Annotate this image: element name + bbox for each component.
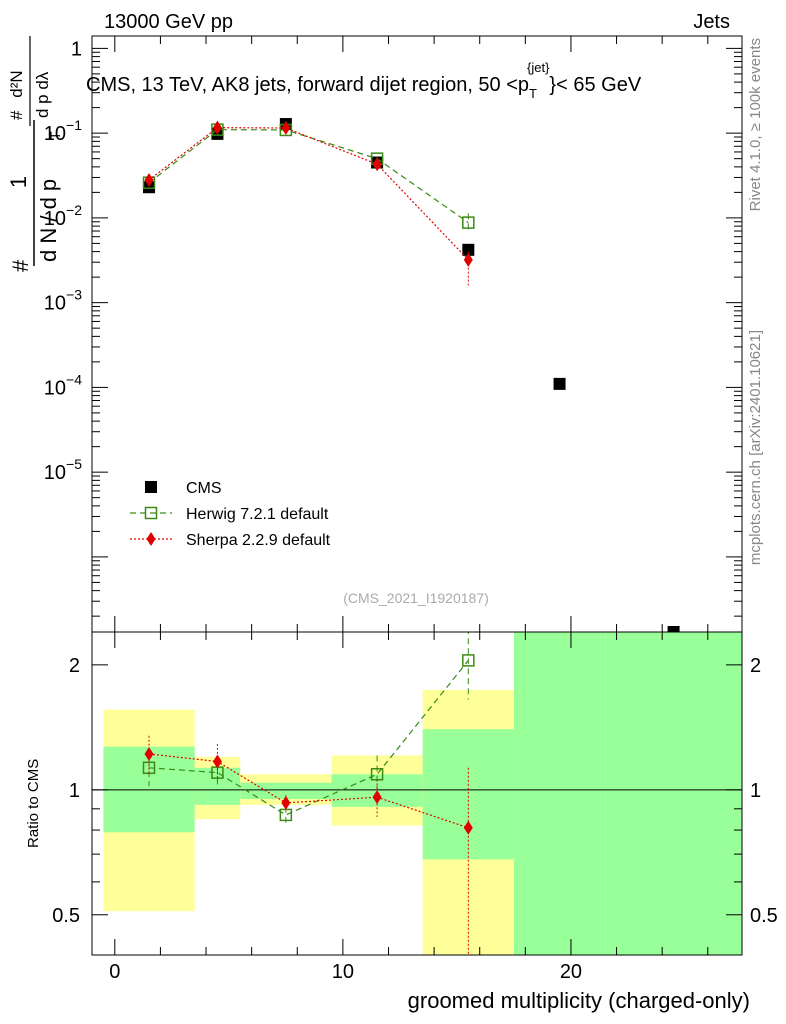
- y-tick-label-ratio-right: 2: [750, 655, 761, 677]
- y-tick-label-top: 10−5: [44, 456, 82, 484]
- ratio-herwig-point: [462, 654, 475, 667]
- top-panel-ticks: [92, 36, 742, 632]
- legend-sherpa-marker: [146, 532, 156, 546]
- watermark: (CMS_2021_I1920187): [343, 590, 489, 606]
- y-tick-label-top: 10−2: [44, 202, 82, 230]
- y-tick-label-base: 10: [44, 293, 66, 315]
- y-tick-label-top: 10−4: [44, 371, 82, 399]
- y-tick-label-ratio: 2: [69, 655, 80, 677]
- top-cms-point: [143, 181, 156, 194]
- top-y-axis-label: # 1 d N / d p T # d²N d p dλ: [6, 36, 63, 272]
- y-tick-label-ratio: 0.5: [52, 905, 80, 927]
- x-tick-labels: 0 10 20: [109, 961, 582, 983]
- ylabel-hash-1: #: [8, 259, 33, 272]
- y-tick-label-exponent: −5: [66, 456, 82, 472]
- x-tick-label: 10: [332, 961, 354, 983]
- y-tick-label-ratio-right: 0.5: [750, 905, 778, 927]
- top-cms-point: [667, 626, 680, 632]
- legend-cms-label: CMS: [186, 480, 222, 497]
- top-sherpa-point: [463, 252, 473, 267]
- ratio-panel-frame: [91, 631, 743, 956]
- top-sherpa-point: [212, 120, 222, 135]
- top-sherpa-point: [144, 172, 154, 187]
- chart-title: CMS, 13 TeV, AK8 jets, forward dijet reg…: [86, 60, 642, 101]
- y-tick-label-top: 10−1: [44, 117, 82, 145]
- ylabel-frac2-num: d²N: [7, 70, 26, 97]
- ratio-band-stat: [240, 782, 332, 800]
- ratio-panel: 0.5 0.5 1 1 2 2 Ratio to CMS: [25, 631, 778, 956]
- ylabel-frac1-den: d N / d p: [36, 179, 61, 262]
- y-tick-label-base: 10: [44, 462, 66, 484]
- x-axis-label: groomed multiplicity (charged-only): [408, 988, 750, 1013]
- top-panel-y-tick-labels: 110−110−210−310−410−5: [44, 38, 82, 484]
- y-tick-label-base: 10: [44, 377, 66, 399]
- ratio-band-stat: [513, 632, 606, 955]
- ylabel-sub: T: [47, 131, 63, 140]
- top-panel-series: [142, 118, 680, 632]
- y-tick-label-base: 10: [44, 208, 66, 230]
- ratio-y-axis-label: Ratio to CMS: [25, 759, 42, 848]
- y-tick-label-base: 10: [44, 123, 66, 145]
- y-tick-label-ratio-right: 1: [750, 780, 761, 802]
- chart-title-sup: {jet}: [527, 60, 550, 75]
- legend-herwig-label: Herwig 7.2.1 default: [186, 506, 329, 523]
- top-sherpa-line: [148, 127, 469, 261]
- chart-title-sub: T: [529, 86, 537, 101]
- legend-sherpa-label: Sherpa 2.2.9 default: [186, 532, 331, 549]
- y-tick-label-exponent: −2: [66, 202, 82, 218]
- ratio-sherpa-point: [281, 795, 291, 810]
- ratio-panel-ticks: [92, 632, 742, 956]
- y-tick-label-exponent: −3: [66, 287, 82, 303]
- legend: CMS Herwig 7.2.1 default Sherpa 2.2.9 defa…: [130, 480, 331, 549]
- side-label-rivet: Rivet 4.1.0, ≥ 100k events: [747, 38, 764, 211]
- y-tick-label-ratio: 1: [69, 780, 80, 802]
- x-tick-label: 20: [560, 961, 582, 983]
- ylabel-hash-2: #: [7, 110, 26, 120]
- ratio-sherpa-point: [463, 820, 473, 835]
- top-sherpa-point: [281, 120, 291, 135]
- y-tick-label-exponent: −1: [66, 117, 82, 133]
- ratio-panel-series: [142, 632, 475, 955]
- chart-title-main: CMS, 13 TeV, AK8 jets, forward dijet reg…: [86, 74, 529, 96]
- ratio-sherpa-point: [212, 754, 222, 769]
- y-tick-label-top: 10−3: [44, 287, 82, 315]
- chart-title-tail: }< 65 GeV: [549, 74, 641, 96]
- x-tick-label: 0: [109, 961, 120, 983]
- legend-cms-marker: [145, 481, 157, 493]
- header-left: 13000 GeV pp: [104, 11, 233, 33]
- legend-herwig-marker: [144, 506, 158, 520]
- ratio-bands: [103, 632, 742, 955]
- ratio-panel-y-tick-labels: 0.5 0.5 1 1 2 2: [52, 655, 778, 927]
- ratio-sherpa-point: [372, 790, 382, 805]
- ylabel-frac2-den: d p dλ: [33, 71, 52, 118]
- side-label-mcplots: mcplots.cern.ch [arXiv:2401.10621]: [747, 330, 764, 565]
- top-panel: 110−110−210−310−410−5 (CMS_2021_I1920187…: [44, 35, 743, 633]
- ratio-band-stat: [605, 632, 742, 955]
- header-right: Jets: [693, 11, 730, 33]
- y-tick-label-exponent: −4: [66, 371, 82, 387]
- ratio-sherpa-point: [144, 746, 154, 761]
- y-tick-label-top: 1: [71, 38, 82, 60]
- ratio-herwig-line: [148, 660, 469, 816]
- y-tick-label-base: 1: [71, 38, 82, 60]
- top-cms-point: [553, 377, 566, 390]
- top-herwig-point: [462, 216, 475, 229]
- top-sherpa-point: [372, 157, 382, 172]
- ylabel-frac1-num: 1: [6, 176, 31, 188]
- top-cms-point: [462, 243, 475, 256]
